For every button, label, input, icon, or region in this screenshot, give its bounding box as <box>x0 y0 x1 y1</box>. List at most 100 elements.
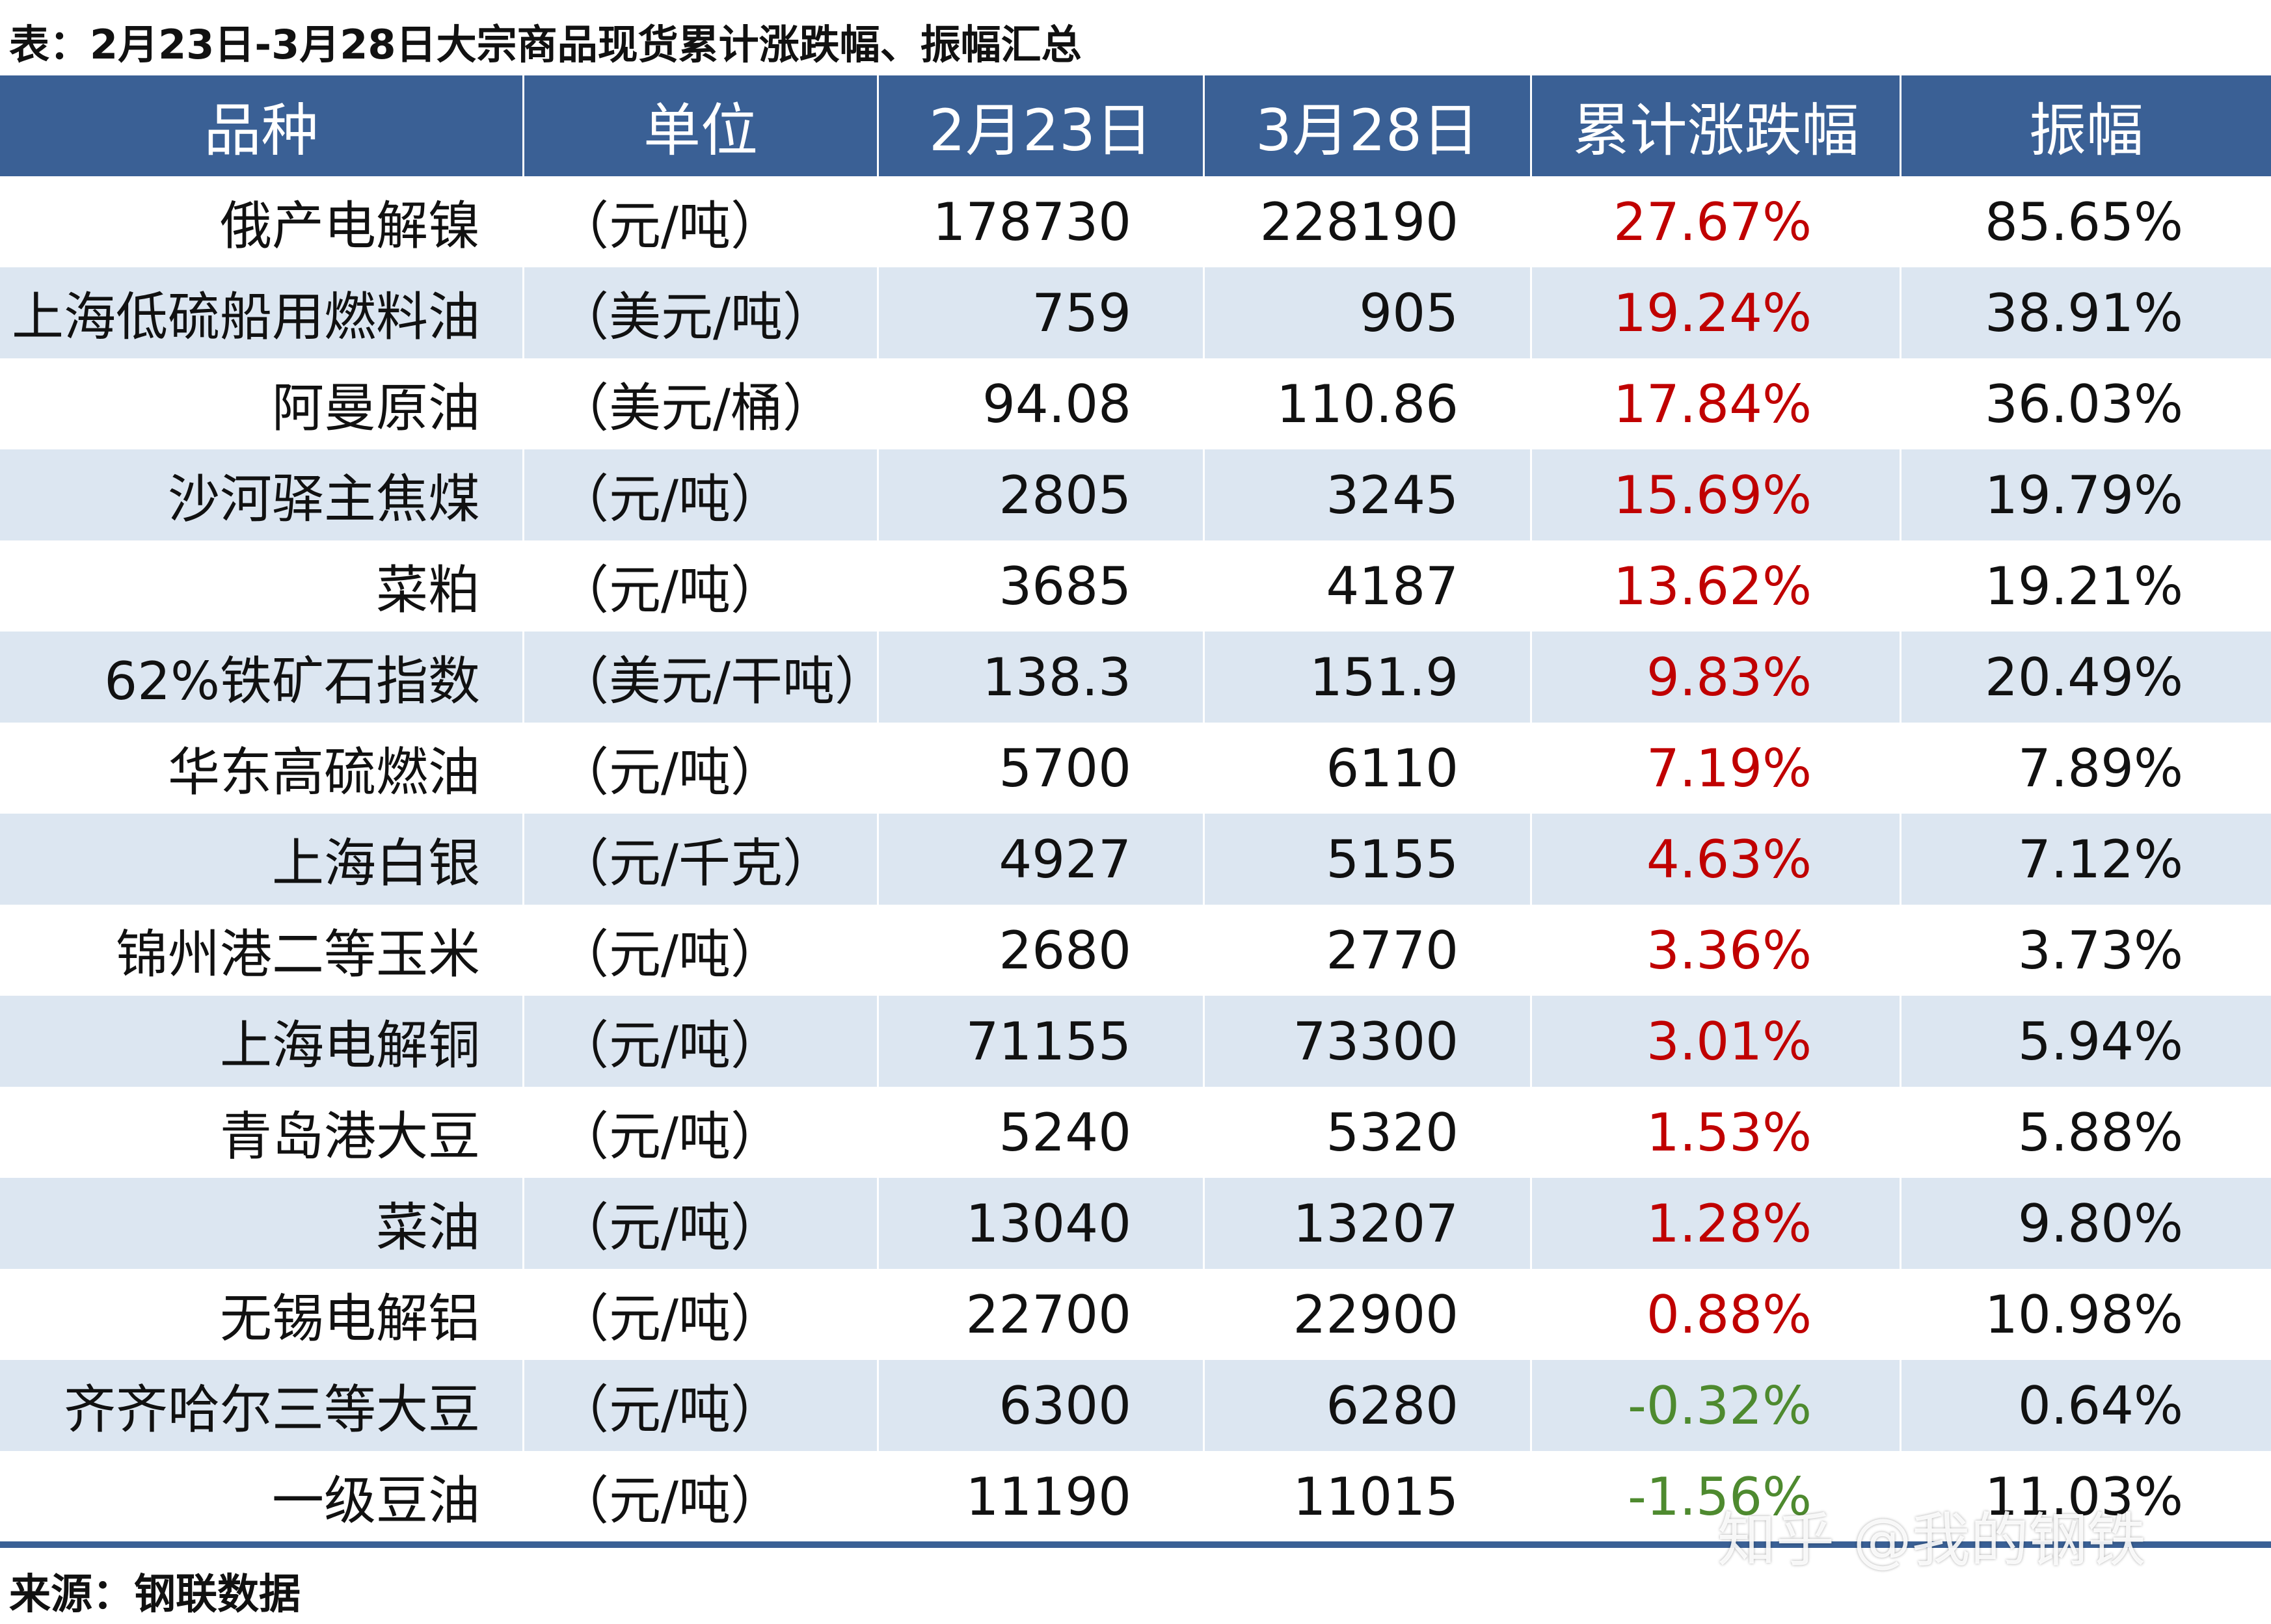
table-cell: 5.88% <box>1901 1087 2271 1178</box>
table-cell: 6300 <box>879 1360 1205 1451</box>
table-cell: 3.36% <box>1532 905 1901 996</box>
table-cell: -1.56% <box>1532 1451 1901 1542</box>
table-cell: 7.19% <box>1532 723 1901 814</box>
table-cell: （元/吨） <box>524 905 879 996</box>
table-cell: 110.86 <box>1205 358 1532 449</box>
table-cell: 73300 <box>1205 996 1532 1087</box>
table-cell: 5155 <box>1205 814 1532 905</box>
table-cell: 17.84% <box>1532 358 1901 449</box>
table-cell: 36.03% <box>1901 358 2271 449</box>
column-header: 2月23日 <box>879 75 1205 176</box>
table-cell: -0.32% <box>1532 1360 1901 1451</box>
table-cell: 齐齐哈尔三等大豆 <box>0 1360 524 1451</box>
table-cell: 20.49% <box>1901 632 2271 723</box>
table-cell: 7.89% <box>1901 723 2271 814</box>
table-cell: 9.83% <box>1532 632 1901 723</box>
table-cell: 4927 <box>879 814 1205 905</box>
table-cell: 青岛港大豆 <box>0 1087 524 1178</box>
bottom-rule <box>0 1541 2271 1548</box>
table-cell: （元/吨） <box>524 996 879 1087</box>
table-cell: 5240 <box>879 1087 1205 1178</box>
table-cell: 上海电解铜 <box>0 996 524 1087</box>
table-cell: 13.62% <box>1532 540 1901 632</box>
table-title: 表：2月23日-3月28日大宗商品现货累计涨跌幅、振幅汇总 <box>9 21 1082 68</box>
table-cell: 15.69% <box>1532 449 1901 540</box>
table-cell: 0.64% <box>1901 1360 2271 1451</box>
source-note: 来源：钢联数据 <box>9 1571 301 1619</box>
table-cell: 阿曼原油 <box>0 358 524 449</box>
column-header: 单位 <box>524 75 879 176</box>
table-cell: （元/吨） <box>524 1178 879 1269</box>
table-cell: 151.9 <box>1205 632 1532 723</box>
table-cell: （元/吨） <box>524 449 879 540</box>
table-cell: 138.3 <box>879 632 1205 723</box>
table-cell: （元/吨） <box>524 723 879 814</box>
table-cell: 3.01% <box>1532 996 1901 1087</box>
watermark: 知乎 @我的钢铁 <box>1717 1506 2146 1575</box>
table-cell: 华东高硫燃油 <box>0 723 524 814</box>
table-cell: 2770 <box>1205 905 1532 996</box>
table-cell: （美元/干吨） <box>524 632 887 723</box>
table-cell: 71155 <box>879 996 1205 1087</box>
table-cell: 0.88% <box>1532 1269 1901 1360</box>
table-cell: 5.94% <box>1901 996 2271 1087</box>
table-cell: 6280 <box>1205 1360 1532 1451</box>
table-cell: 菜粕 <box>0 540 524 632</box>
table-cell: 2680 <box>879 905 1205 996</box>
table-cell: 3685 <box>879 540 1205 632</box>
table-cell: 4.63% <box>1532 814 1901 905</box>
table-cell: 27.67% <box>1532 176 1901 267</box>
table-cell: 905 <box>1205 267 1532 358</box>
table-cell: 上海白银 <box>0 814 524 905</box>
column-header: 累计涨跌幅 <box>1532 75 1901 176</box>
table-cell: 19.79% <box>1901 449 2271 540</box>
table-cell: （美元/桶） <box>524 358 879 449</box>
table-cell: （元/吨） <box>524 540 879 632</box>
table-cell: 6110 <box>1205 723 1532 814</box>
table-cell: 11.03% <box>1901 1451 2271 1542</box>
table-cell: 沙河驿主焦煤 <box>0 449 524 540</box>
table-cell: 13040 <box>879 1178 1205 1269</box>
table-cell: 5320 <box>1205 1087 1532 1178</box>
table-cell: （元/吨） <box>524 1269 879 1360</box>
table-cell: 94.08 <box>879 358 1205 449</box>
table-cell: 9.80% <box>1901 1178 2271 1269</box>
table-cell: 228190 <box>1205 176 1532 267</box>
table-cell: 锦州港二等玉米 <box>0 905 524 996</box>
table-cell: 菜油 <box>0 1178 524 1269</box>
table-cell: （美元/吨） <box>524 267 879 358</box>
table-cell: 11015 <box>1205 1451 1532 1542</box>
table-cell: 上海低硫船用燃料油 <box>0 267 524 358</box>
table-cell: 62%铁矿石指数 <box>0 632 524 723</box>
column-header: 3月28日 <box>1205 75 1532 176</box>
table-cell: 10.98% <box>1901 1269 2271 1360</box>
table-cell: 俄产电解镍 <box>0 176 524 267</box>
table-cell: 22900 <box>1205 1269 1532 1360</box>
column-header: 振幅 <box>1901 75 2271 176</box>
table-cell: 3.73% <box>1901 905 2271 996</box>
table-cell: 19.21% <box>1901 540 2271 632</box>
table-cell: 1.28% <box>1532 1178 1901 1269</box>
table-cell: （元/吨） <box>524 1360 879 1451</box>
table-cell: 759 <box>879 267 1205 358</box>
table-cell: 1.53% <box>1532 1087 1901 1178</box>
table-cell: 5700 <box>879 723 1205 814</box>
table-cell: 3245 <box>1205 449 1532 540</box>
table-cell: （元/吨） <box>524 1087 879 1178</box>
table-cell: （元/吨） <box>524 1451 879 1542</box>
table-cell: 2805 <box>879 449 1205 540</box>
table-cell: 178730 <box>879 176 1205 267</box>
table-cell: 无锡电解铝 <box>0 1269 524 1360</box>
table-cell: 13207 <box>1205 1178 1532 1269</box>
table-cell: 85.65% <box>1901 176 2271 267</box>
table-cell: 4187 <box>1205 540 1532 632</box>
table-cell: 一级豆油 <box>0 1451 524 1542</box>
table-cell: 19.24% <box>1532 267 1901 358</box>
table-cell: 11190 <box>879 1451 1205 1542</box>
table-cell: 38.91% <box>1901 267 2271 358</box>
table-cell: （元/千克） <box>524 814 879 905</box>
table-cell: 7.12% <box>1901 814 2271 905</box>
column-header: 品种 <box>0 75 524 176</box>
table-cell: 22700 <box>879 1269 1205 1360</box>
